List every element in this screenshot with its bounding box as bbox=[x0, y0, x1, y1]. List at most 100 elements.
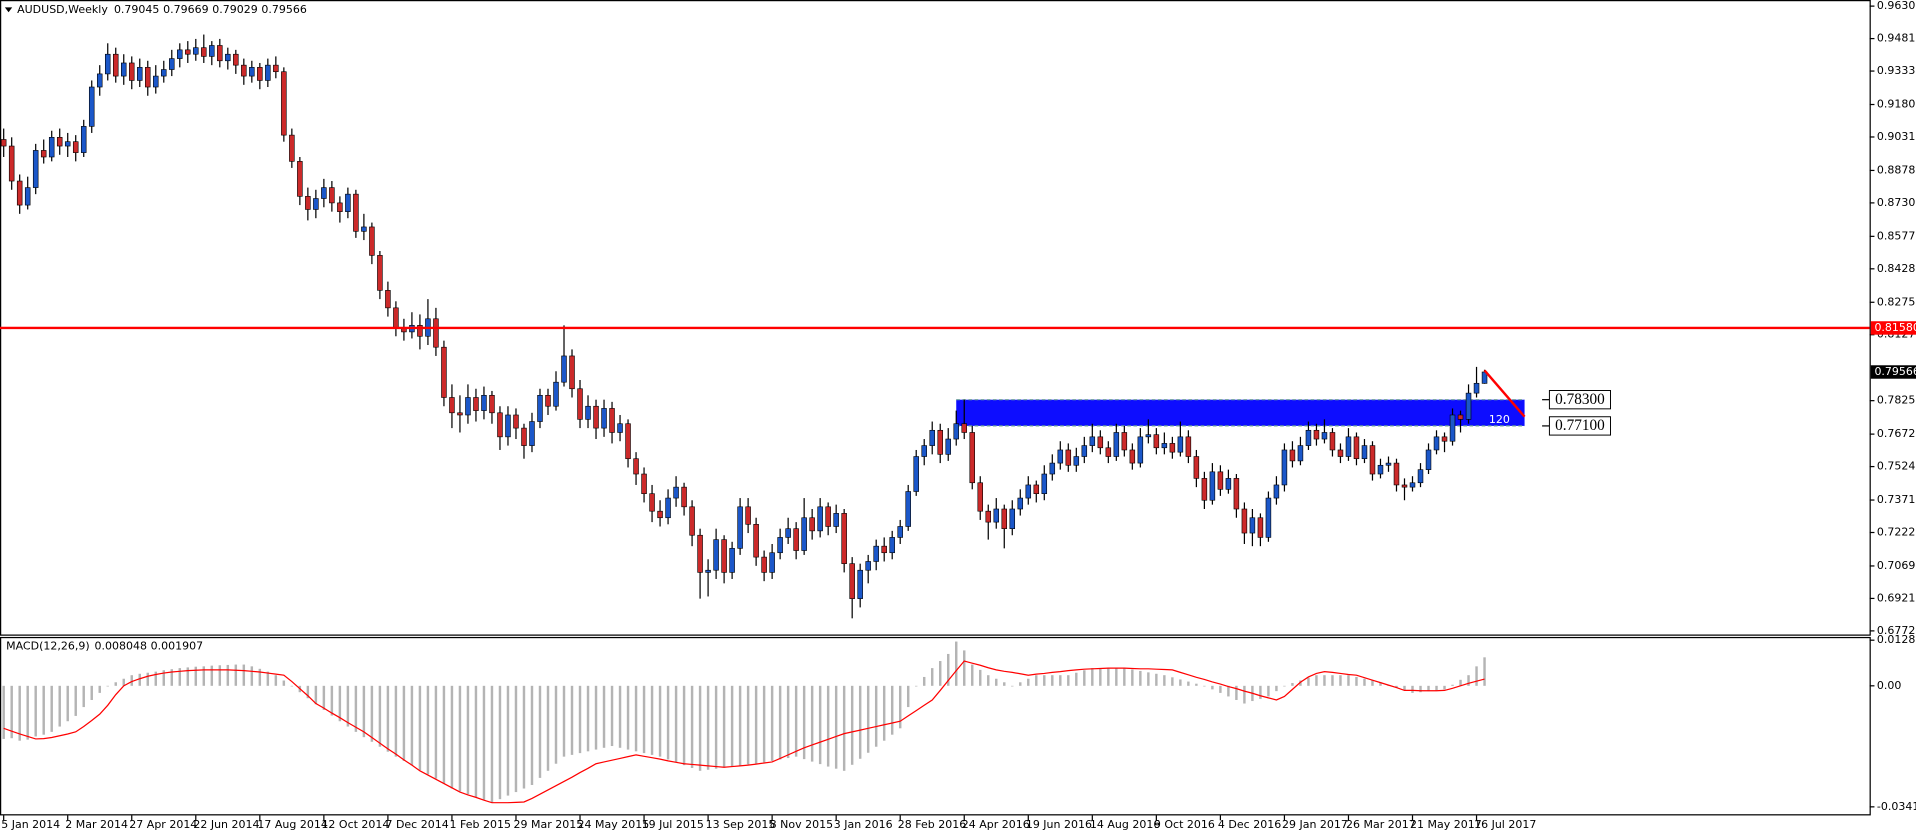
candle-body bbox=[873, 545, 879, 562]
candle-body bbox=[929, 429, 935, 446]
macd-bar bbox=[1363, 678, 1366, 686]
candle-body bbox=[1161, 443, 1168, 449]
macd-bar bbox=[594, 685, 598, 750]
y-tick-label: 0.84285 bbox=[1877, 262, 1916, 275]
candle-body bbox=[1305, 429, 1312, 446]
macd-bar bbox=[354, 685, 358, 732]
candle-body bbox=[1009, 508, 1016, 529]
candle-body bbox=[545, 395, 551, 407]
macd-bar bbox=[578, 685, 582, 754]
trend-line bbox=[1483, 369, 1526, 418]
signal-line bbox=[3, 660, 1485, 804]
macd-main-value: 0.008048 bbox=[95, 640, 147, 653]
macd-bar bbox=[882, 685, 886, 741]
macd-bar bbox=[306, 685, 310, 699]
macd-bar bbox=[1227, 685, 1230, 697]
candle-body bbox=[1177, 436, 1184, 453]
candle-body bbox=[1217, 471, 1224, 490]
candle-body bbox=[825, 506, 831, 527]
candle-body bbox=[433, 318, 439, 348]
candle-body bbox=[193, 47, 199, 55]
chart-header: AUDUSD,Weekly 0.79045 0.79669 0.79029 0.7956… bbox=[17, 3, 307, 16]
candle-body bbox=[153, 75, 159, 88]
macd-bar bbox=[482, 685, 486, 800]
candle-body bbox=[761, 556, 767, 573]
macd-bar bbox=[1419, 685, 1422, 693]
candle-body bbox=[753, 524, 759, 558]
x-tick-label: 16 Jul 2017 bbox=[1474, 818, 1536, 831]
candle-body bbox=[1129, 449, 1136, 464]
macd-bar bbox=[258, 668, 262, 686]
candle-body bbox=[1105, 447, 1112, 457]
candle-body bbox=[585, 405, 591, 420]
candle-body bbox=[705, 569, 711, 573]
candle-body bbox=[953, 423, 959, 440]
macd-bar bbox=[1107, 668, 1110, 686]
candle-body bbox=[713, 539, 719, 571]
candle-body bbox=[1121, 432, 1128, 451]
macd-bar bbox=[602, 685, 606, 748]
candle-body bbox=[1257, 517, 1264, 538]
macd-bar bbox=[442, 685, 446, 784]
macd-bar bbox=[506, 685, 510, 796]
macd-bar bbox=[434, 685, 438, 779]
macd-bar bbox=[1355, 676, 1358, 686]
candle-body bbox=[841, 513, 847, 564]
macd-bar bbox=[1179, 679, 1182, 686]
candle-body bbox=[561, 355, 567, 383]
macd-bar bbox=[2, 685, 5, 739]
macd-bar bbox=[586, 685, 590, 752]
candle-body bbox=[137, 67, 143, 81]
candle-body bbox=[56, 137, 63, 147]
macd-bar bbox=[90, 685, 93, 700]
macd-bar bbox=[1259, 685, 1262, 699]
macd-header: MACD(12,26,9) 0.008048 0.001907 bbox=[6, 640, 203, 653]
macd-bar bbox=[146, 672, 149, 686]
macd-bar bbox=[778, 685, 782, 760]
candle-body bbox=[72, 141, 79, 153]
y-tick-label: 0.88785 bbox=[1877, 163, 1916, 176]
macd-bar bbox=[522, 685, 526, 789]
macd-bar bbox=[682, 685, 686, 766]
candle-body bbox=[1073, 456, 1080, 466]
candle-body bbox=[777, 537, 783, 554]
candle-body bbox=[617, 423, 623, 433]
macd-bar bbox=[1403, 685, 1406, 691]
candle-body bbox=[1297, 445, 1304, 462]
candle-body bbox=[265, 64, 271, 81]
y-tick-label: 0.94815 bbox=[1877, 32, 1916, 45]
candle-body bbox=[369, 226, 375, 256]
x-tick-label: 22 Jun 2014 bbox=[193, 818, 259, 831]
y-tick-label: 0.78255 bbox=[1877, 394, 1916, 407]
macd-bar bbox=[450, 685, 454, 789]
macd-bar bbox=[282, 680, 286, 686]
macd-bar bbox=[106, 685, 109, 687]
candle-body bbox=[729, 548, 735, 573]
candle-body bbox=[473, 397, 479, 411]
candle-body bbox=[40, 150, 47, 158]
macd-bar bbox=[995, 678, 998, 686]
macd-bar bbox=[642, 685, 646, 754]
macd-bar bbox=[1091, 668, 1094, 686]
macd-bar bbox=[170, 669, 174, 686]
candle-body bbox=[1089, 436, 1096, 446]
macd-bar bbox=[930, 668, 934, 686]
header-open: 0.79045 bbox=[114, 3, 159, 16]
candle-body bbox=[449, 397, 455, 414]
macd-bar bbox=[138, 673, 141, 686]
x-tick-label: 24 May 2015 bbox=[578, 818, 650, 831]
candle-body bbox=[577, 388, 583, 420]
x-tick-label: 21 May 2017 bbox=[1410, 818, 1482, 831]
x-tick-label: 13 Sep 2015 bbox=[706, 818, 776, 831]
candle-body bbox=[1361, 445, 1368, 460]
macd-bar bbox=[1083, 670, 1086, 686]
macd-bar bbox=[1379, 682, 1382, 686]
candle-body bbox=[745, 506, 751, 525]
candle-body bbox=[1449, 414, 1456, 442]
candle-body bbox=[289, 134, 295, 162]
candle-body bbox=[96, 73, 103, 88]
candle-body bbox=[593, 405, 599, 429]
